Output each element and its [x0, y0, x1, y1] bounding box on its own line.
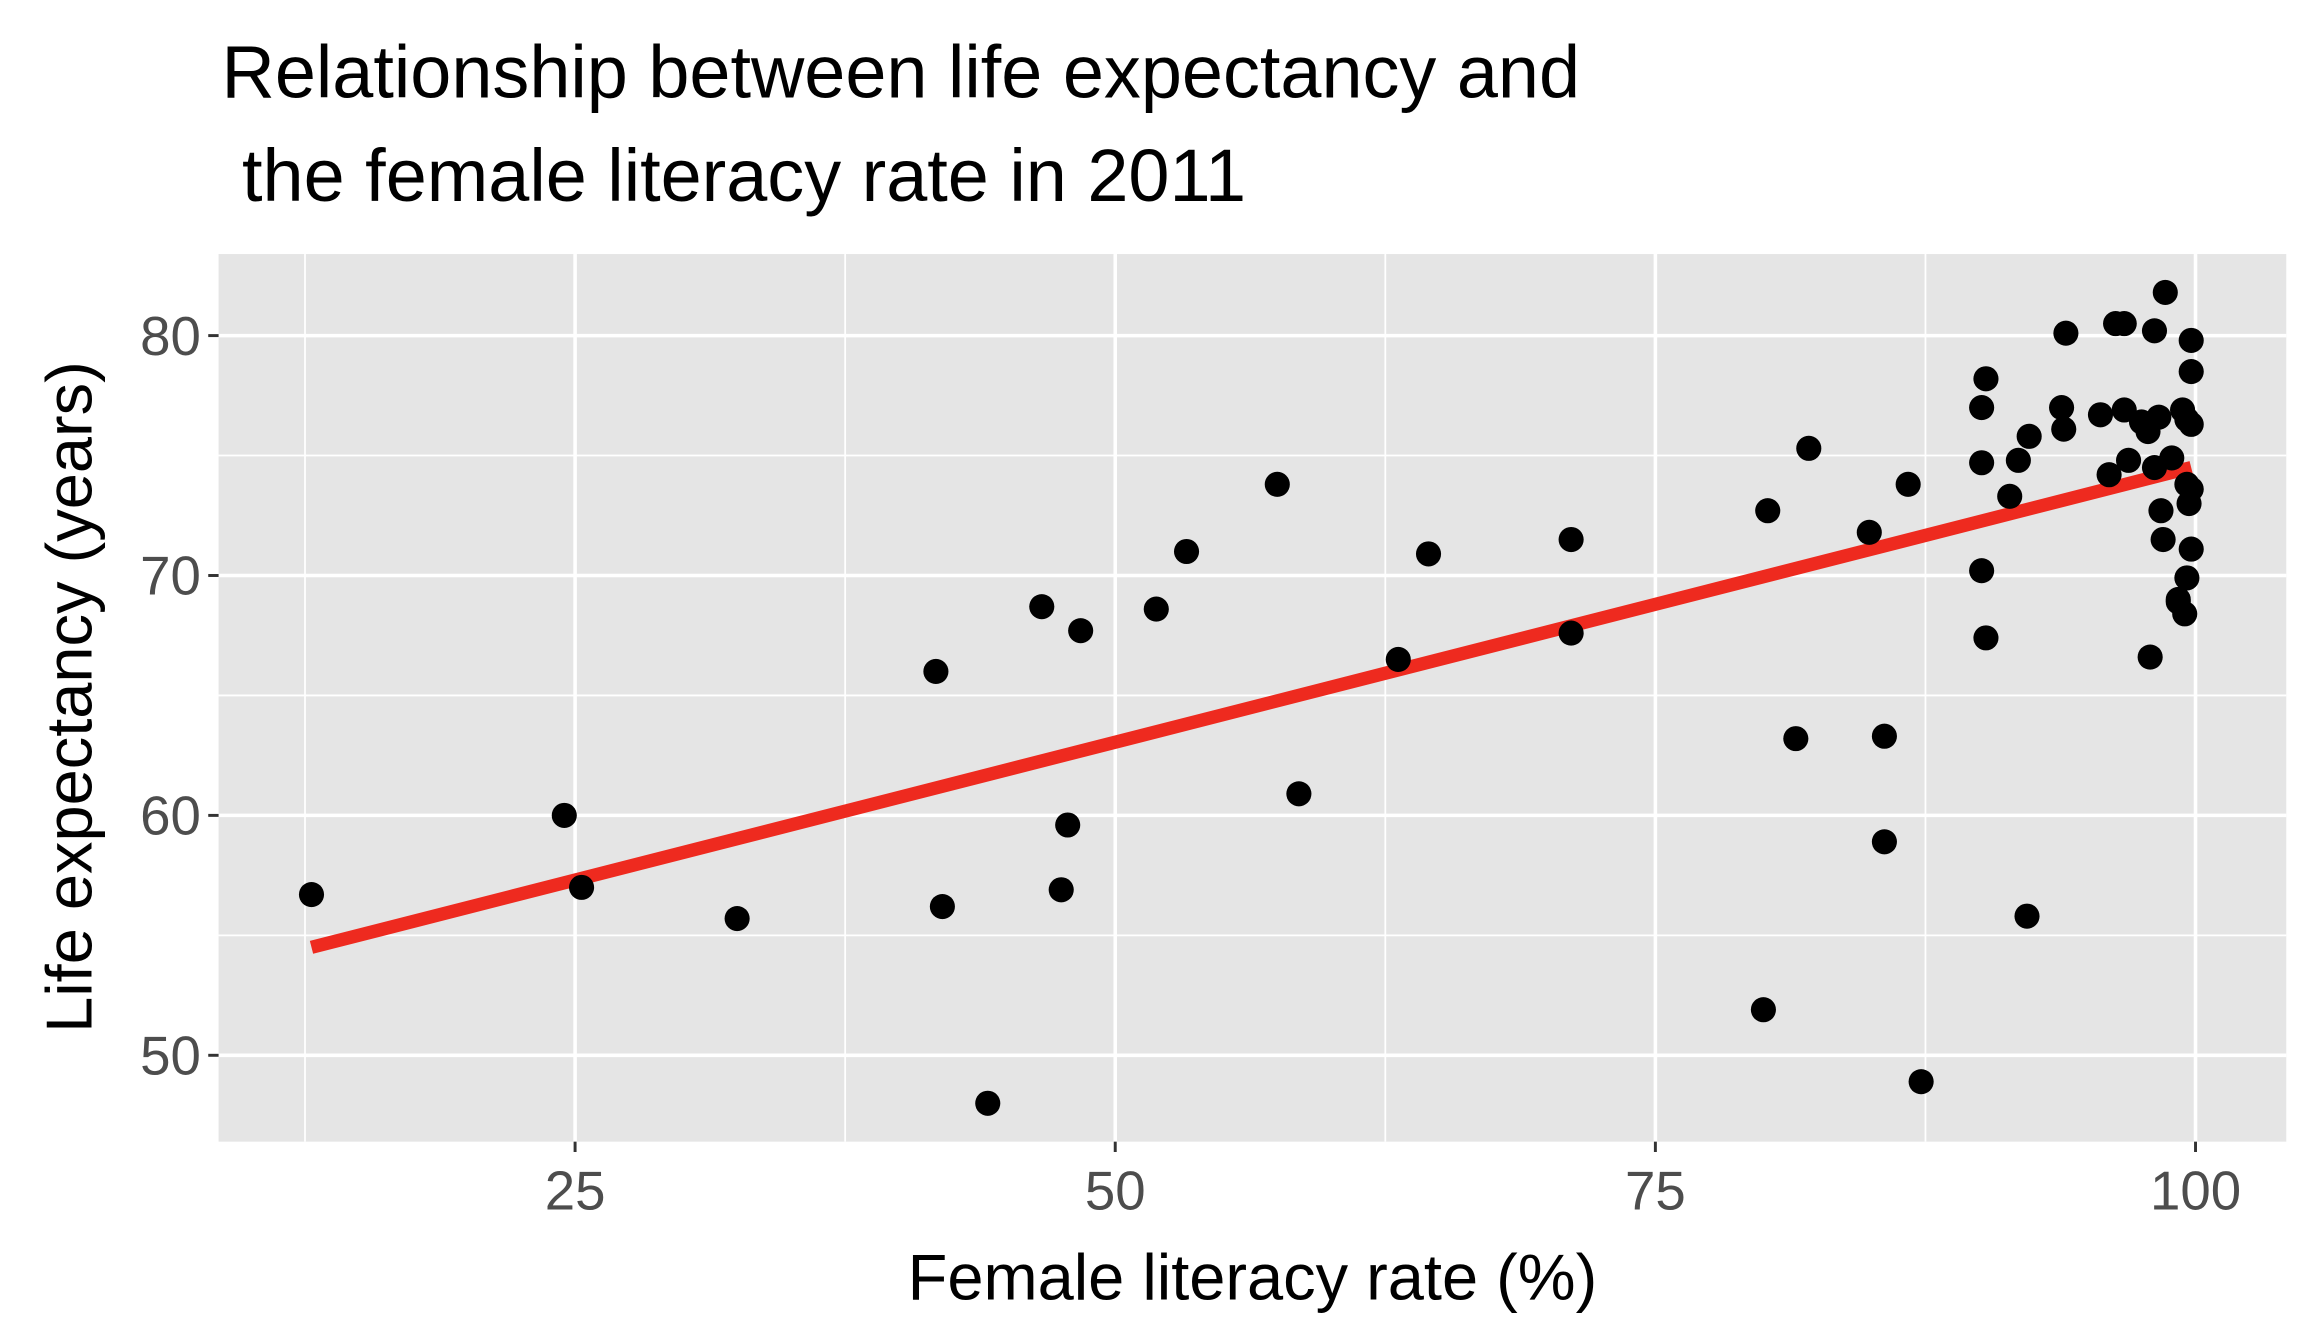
data-point — [1048, 877, 1074, 903]
data-point — [1969, 395, 1995, 421]
data-point — [569, 874, 595, 900]
data-point — [1796, 435, 1822, 461]
data-point — [1969, 450, 1995, 476]
data-point — [1783, 726, 1809, 752]
data-point — [1173, 538, 1200, 565]
data-point — [2178, 536, 2204, 562]
data-point — [1558, 526, 1584, 553]
x-tick-label: 50 — [1085, 1161, 1146, 1222]
data-point — [2016, 423, 2042, 449]
data-point — [1385, 646, 1411, 673]
data-point — [2014, 903, 2040, 929]
data-point — [1895, 471, 1921, 497]
y-tick-label: 60 — [140, 786, 201, 847]
x-tick-label: 75 — [1625, 1161, 1686, 1222]
data-point — [2176, 490, 2202, 517]
data-point — [1264, 471, 1290, 497]
chart-title-line-2: the female literacy rate in 2011 — [222, 134, 1247, 217]
data-point — [2178, 359, 2204, 385]
data-point — [1750, 997, 1776, 1023]
data-point — [1997, 483, 2023, 509]
data-point — [1558, 620, 1584, 646]
data-point — [2115, 447, 2142, 473]
data-point — [929, 894, 955, 920]
data-point — [2178, 411, 2204, 437]
data-point — [1029, 594, 1055, 620]
data-point — [1973, 625, 1999, 651]
axis-ticks: 25 50 75 100 50 60 70 80 — [140, 306, 2241, 1222]
data-point — [2111, 311, 2137, 337]
x-tick-label: 100 — [2150, 1161, 2241, 1222]
data-point — [1143, 596, 1169, 622]
data-point — [2148, 498, 2174, 524]
data-point — [724, 906, 750, 932]
data-point — [2137, 644, 2163, 670]
data-point — [1871, 829, 1897, 855]
y-tick-label: 70 — [140, 546, 201, 607]
data-point — [975, 1090, 1001, 1116]
data-point — [2053, 320, 2079, 346]
y-tick-label: 50 — [140, 1025, 201, 1086]
data-point — [2178, 327, 2204, 353]
regression-line — [309, 461, 2193, 954]
data-point — [2174, 565, 2200, 591]
data-point — [2159, 445, 2185, 471]
chart-title-line-1: Relationship between life expectancy and — [222, 30, 1581, 113]
data-point — [1068, 618, 1094, 644]
data-point — [2087, 402, 2114, 428]
data-point — [1969, 558, 1995, 584]
data-point — [298, 882, 325, 908]
data-point — [1871, 723, 1897, 749]
data-point — [2146, 404, 2172, 430]
data-point — [1055, 812, 1081, 838]
data-point — [1286, 781, 1312, 807]
x-tick-label: 25 — [545, 1161, 606, 1222]
y-axis-label: Life expectancy (years) — [33, 361, 106, 1033]
data-point — [2152, 279, 2178, 305]
data-point — [2005, 447, 2031, 473]
data-point — [2051, 416, 2077, 442]
data-point — [1415, 541, 1442, 567]
y-tick-label: 80 — [140, 306, 201, 367]
data-point — [923, 658, 949, 685]
data-points — [298, 279, 2204, 1116]
data-point — [1908, 1069, 1934, 1095]
data-point — [2150, 526, 2176, 553]
data-point — [2096, 462, 2122, 488]
data-point — [551, 802, 577, 828]
plot-panel — [218, 254, 2287, 1142]
data-point — [2141, 318, 2168, 344]
data-point — [2049, 395, 2075, 421]
data-point — [1755, 498, 1781, 524]
data-point — [1973, 366, 1999, 392]
data-point — [1856, 519, 1882, 545]
data-point — [2165, 589, 2191, 615]
x-axis-label: Female literacy rate (%) — [908, 1241, 1598, 1314]
